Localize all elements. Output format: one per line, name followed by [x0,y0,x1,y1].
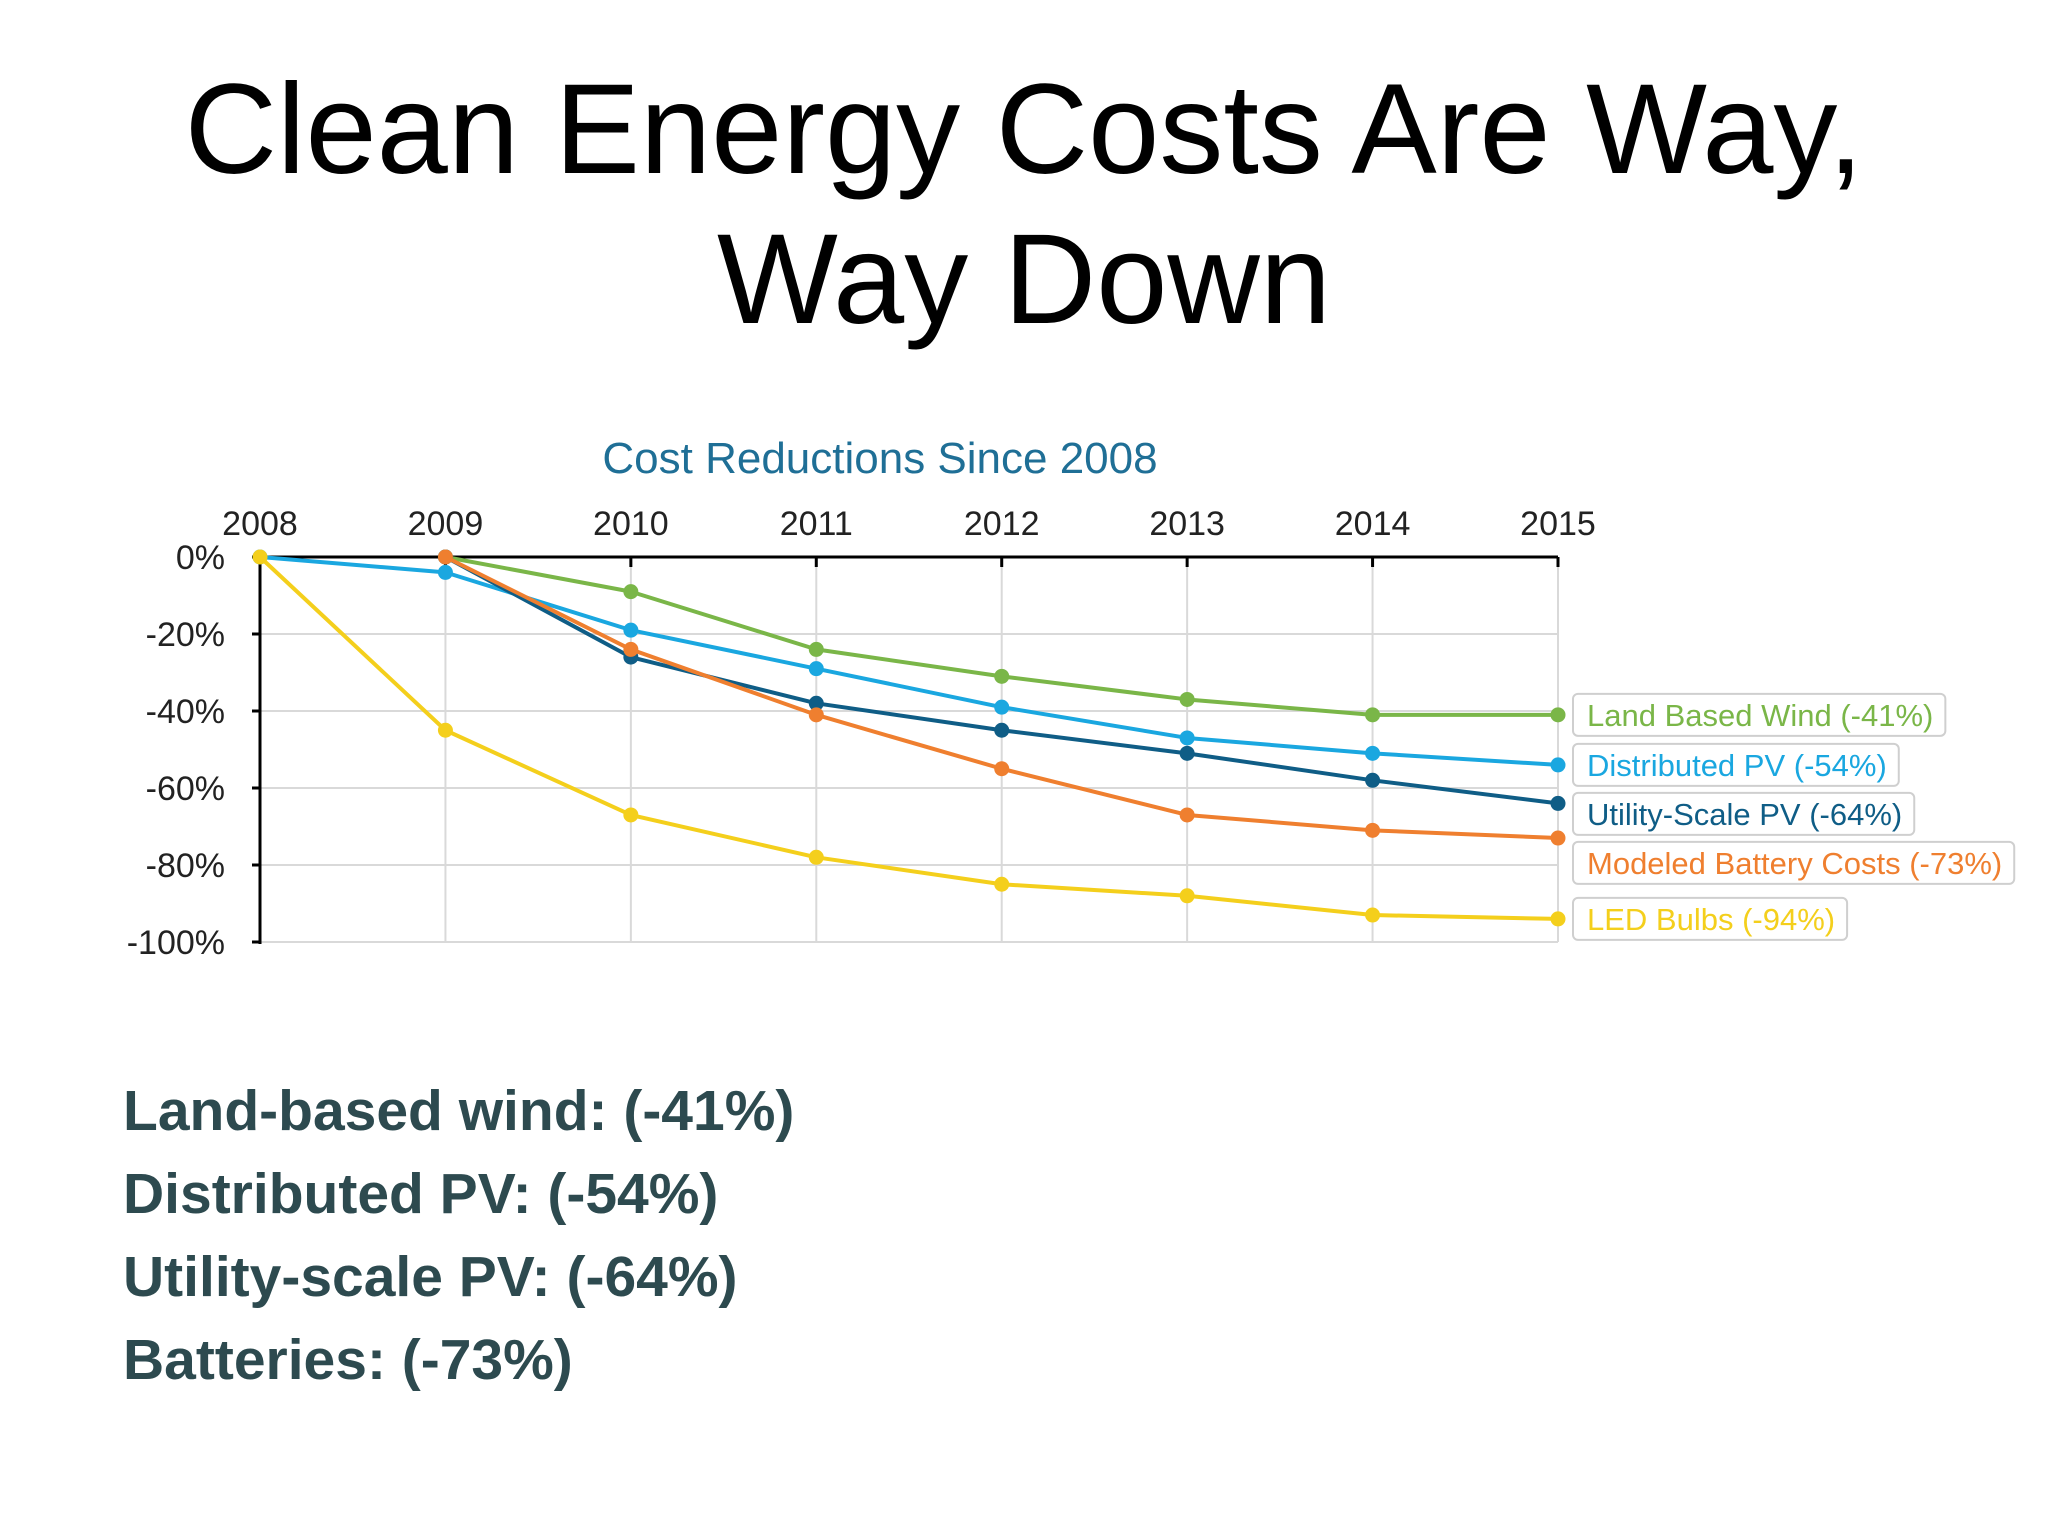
data-point [623,584,639,600]
bullet-batteries: Batteries: (-73%) [123,1328,573,1392]
data-point [994,668,1010,684]
data-point [252,549,268,565]
data-point [623,807,639,823]
data-point [994,699,1010,715]
data-point [1550,757,1566,773]
data-point [1550,707,1566,723]
legend-entry: Modeled Battery Costs (-73%) [1572,840,2016,885]
legend-label: Utility-Scale PV (-64%) [1587,797,1902,832]
x-tick-label: 2010 [593,505,669,543]
data-point [994,876,1010,892]
legend-entry: Land Based Wind (-41%) [1572,692,1947,737]
legend-box [1572,692,1947,737]
legend-box [1572,840,2016,885]
data-point [808,641,824,657]
legend-entry: Distributed PV (-54%) [1572,742,1900,787]
data-point [1365,772,1381,788]
cost-reduction-chart: Cost Reductions Since 2008 2008 2009 2010 2… [127,434,2016,962]
data-point [808,695,824,711]
data-point [1550,795,1566,811]
data-point [1365,907,1381,923]
data-point [994,761,1010,777]
y-tick-label: -100% [127,924,225,962]
series-line [252,549,1566,927]
x-tick-label: 2013 [1149,505,1225,543]
x-tick-label: 2008 [222,505,298,543]
data-point [437,722,453,738]
legend-label: Land Based Wind (-41%) [1587,698,1933,733]
slide-title-line-2: Way Down [716,208,1332,351]
data-point [808,707,824,723]
legend-entry: LED Bulbs (-94%) [1572,896,1849,941]
series-line [437,549,1566,846]
data-point [1365,822,1381,838]
data-point [1179,745,1195,761]
data-point [1550,830,1566,846]
y-tick-label: -40% [146,693,225,731]
chart-grid [259,557,1559,943]
legend-label: Modeled Battery Costs (-73%) [1587,846,2002,881]
chart-legend: Land Based Wind (-41%) Distributed PV (-5… [1572,692,2016,941]
series-path [258,555,1559,921]
y-tick-label: -60% [146,770,225,808]
chart-title: Cost Reductions Since 2008 [602,434,1157,483]
legend-box [1572,896,1849,941]
bullet-distributed-pv: Distributed PV: (-54%) [123,1162,719,1226]
slide-title-line-1: Clean Energy Costs Are Way, [184,58,1864,201]
data-point [1365,745,1381,761]
data-point [1365,707,1381,723]
slide-title: Clean Energy Costs Are Way, Way Down [0,55,2048,355]
data-point [1179,691,1195,707]
y-tick-label: -80% [146,847,225,885]
x-tick-label: 2011 [780,505,853,543]
chart-series [252,549,1566,927]
legend-box [1572,742,1900,787]
legend-label: Distributed PV (-54%) [1587,748,1887,783]
y-tick-label: -20% [146,616,225,654]
series-path [259,555,1559,767]
data-point [1179,888,1195,904]
legend-label: LED Bulbs (-94%) [1587,902,1835,937]
data-point [1179,730,1195,746]
data-point [623,641,639,657]
data-point [994,722,1010,738]
x-tick-label: 2009 [408,505,484,543]
data-point [808,661,824,677]
bullet-list: Land-based wind: (-41%) Distributed PV: … [123,1070,794,1402]
x-tick-label: 2015 [1520,505,1596,543]
y-tick-label: 0% [176,539,225,577]
series-line [252,549,1566,773]
x-tick-label: 2012 [964,505,1040,543]
data-point [1179,807,1195,823]
data-point [1550,911,1566,927]
legend-entry: Utility-Scale PV (-64%) [1572,791,1916,836]
data-point [437,564,453,580]
data-point [808,849,824,865]
data-point [623,622,639,638]
bullet-land-based-wind: Land-based wind: (-41%) [123,1079,795,1143]
chart-axes: 2008 2009 2010 2011 2012 2013 2014 2015 0% -20% -4… [127,505,1596,962]
legend-box [1572,791,1916,836]
series-line [437,549,1566,811]
data-point [437,549,453,565]
bullet-utility-scale-pv: Utility-scale PV: (-64%) [123,1245,738,1309]
x-tick-label: 2014 [1335,505,1411,543]
